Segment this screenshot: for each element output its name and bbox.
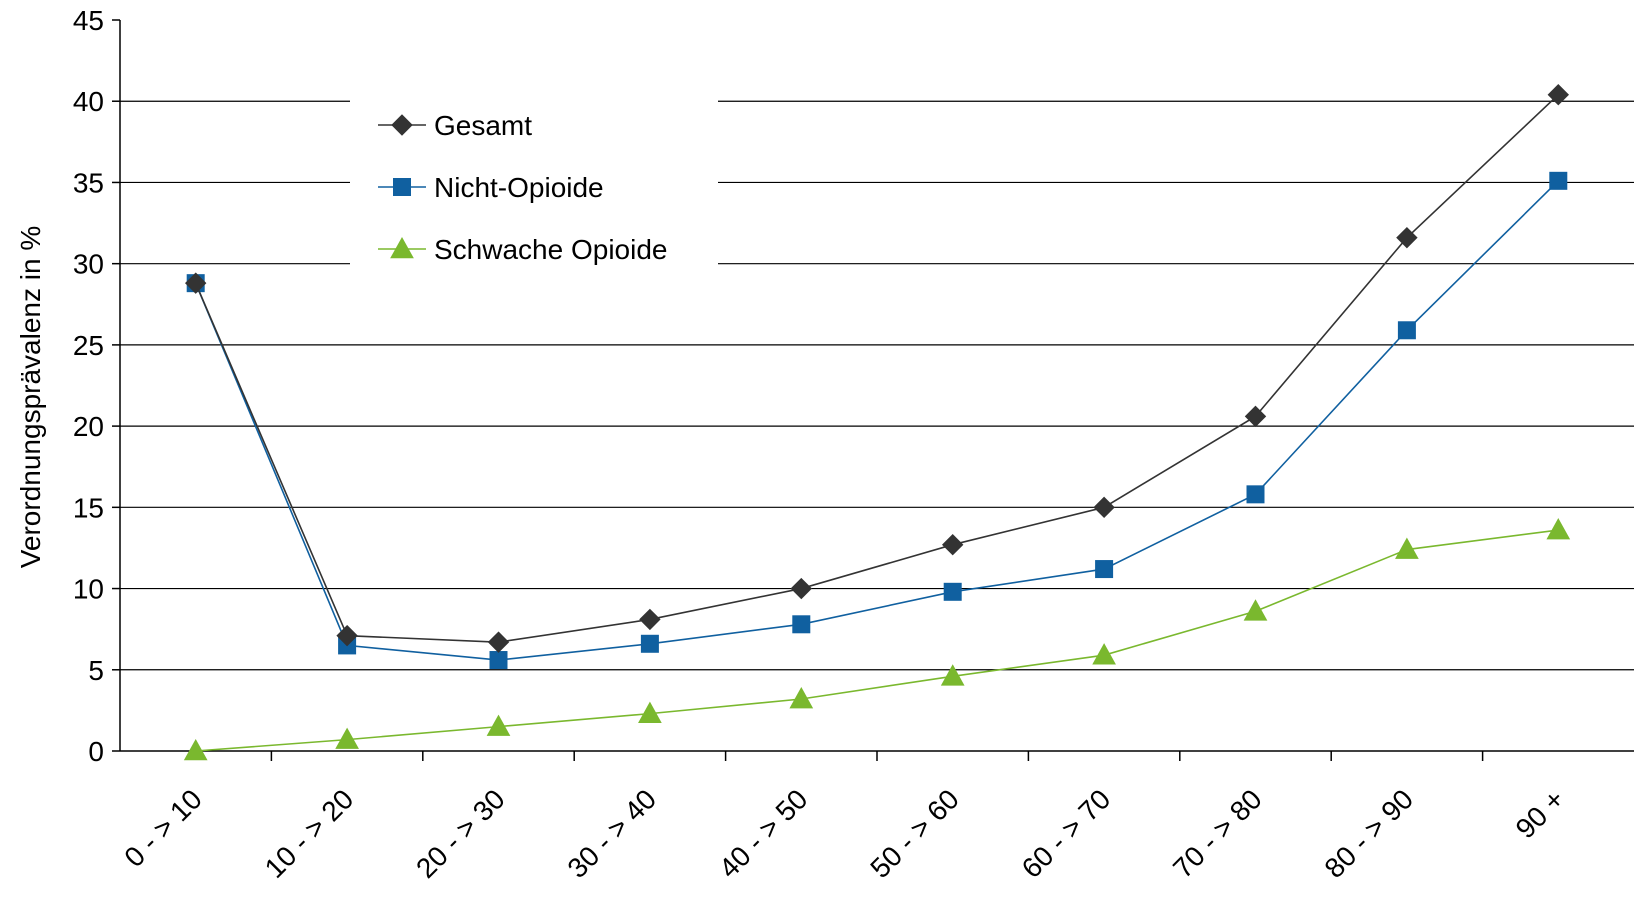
- y-tick-label: 0: [88, 736, 104, 767]
- y-tick-label: 35: [73, 167, 104, 198]
- point-square: [943, 582, 962, 601]
- y-tick-label: 20: [73, 411, 104, 442]
- point-diamond: [184, 272, 207, 294]
- x-tick-label: 50 - > 60: [864, 783, 965, 884]
- y-tick-label: 10: [73, 574, 104, 605]
- series-gesamt: [184, 84, 1570, 653]
- point-square: [1397, 321, 1416, 340]
- point-square: [1095, 560, 1114, 579]
- series-line: [195, 529, 1559, 752]
- legend-item: Nicht-Opioide: [378, 172, 604, 203]
- point-square: [393, 178, 411, 196]
- x-tick-label: 60 - > 70: [1016, 783, 1117, 884]
- point-square: [1246, 485, 1265, 504]
- point-triangle: [390, 236, 414, 259]
- x-tick-label: 0 - > 10: [118, 783, 208, 873]
- point-triangle: [183, 738, 208, 761]
- point-triangle: [1092, 643, 1116, 665]
- point-square: [792, 615, 811, 634]
- y-tick-label: 5: [88, 655, 104, 686]
- point-triangle: [1243, 599, 1268, 621]
- point-diamond: [391, 114, 413, 136]
- point-diamond: [790, 577, 813, 600]
- series-nicht-opioide: [186, 171, 1568, 670]
- point-diamond: [1547, 84, 1570, 106]
- point-square: [489, 651, 508, 670]
- x-tick-label: 40 - > 50: [713, 783, 814, 884]
- y-tick-label: 25: [73, 330, 104, 361]
- x-tick-label: 10 - > 20: [259, 783, 360, 884]
- y-tick-label: 30: [73, 249, 104, 280]
- series: [183, 84, 1571, 761]
- y-tick-label: 40: [73, 86, 104, 117]
- legend-item: Schwache Opioide: [378, 234, 667, 265]
- point-triangle: [335, 727, 359, 749]
- x-tick-label: 20 - > 30: [410, 783, 511, 884]
- legend-label: Schwache Opioide: [434, 234, 667, 265]
- point-diamond: [1244, 405, 1267, 428]
- point-diamond: [1396, 226, 1418, 249]
- series-schwache-opioide: [183, 518, 1571, 761]
- series-line: [194, 180, 1559, 661]
- point-triangle: [1395, 537, 1419, 559]
- axes: 0 5 10 15 20 25 30 35 40 45 0 - > 10 10 - > 20 20 - …: [73, 5, 1634, 884]
- legend-label: Nicht-Opioide: [434, 172, 604, 203]
- series-line: [194, 94, 1559, 643]
- y-axis-title: Verordnungsprävalenz in %: [15, 226, 46, 568]
- point-triangle: [486, 714, 511, 736]
- point-square: [640, 634, 659, 653]
- legend: Gesamt Nicht-Opioide Schwache Opioide: [378, 110, 667, 265]
- gridlines: [120, 100, 1634, 671]
- point-triangle: [1546, 518, 1571, 540]
- point-diamond: [1093, 496, 1115, 519]
- point-diamond: [336, 624, 358, 647]
- y-tick-label: 15: [73, 492, 104, 523]
- legend-item: Gesamt: [378, 110, 532, 141]
- point-triangle: [940, 664, 965, 686]
- point-triangle: [789, 686, 814, 709]
- point-diamond: [941, 533, 964, 556]
- y-tick-label: 45: [73, 5, 104, 36]
- point-square: [1549, 171, 1568, 190]
- point-triangle: [638, 701, 662, 723]
- point-diamond: [487, 631, 510, 653]
- legend-label: Gesamt: [434, 110, 532, 141]
- x-tick-label: 80 - > 90: [1319, 783, 1420, 884]
- x-tick-label: 70 - > 80: [1167, 783, 1268, 884]
- point-diamond: [639, 608, 661, 631]
- x-tick-label: 90 +: [1510, 783, 1571, 844]
- x-tick-label: 30 - > 40: [562, 783, 663, 884]
